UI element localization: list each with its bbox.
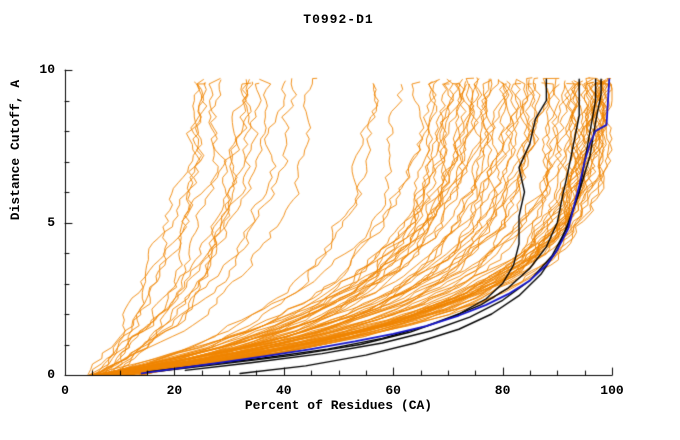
x-tick-label: 80: [494, 383, 511, 398]
chart-title: T0992-D1: [303, 12, 374, 27]
y-tick-label: 0: [47, 367, 55, 382]
x-tick-label: 40: [275, 383, 292, 398]
x-tick-label: 20: [166, 383, 183, 398]
y-tick-label: 5: [47, 214, 55, 230]
x-tick-label: 100: [600, 383, 624, 398]
x-tick-label: 60: [385, 383, 401, 398]
x-tick-label: 0: [61, 383, 69, 398]
x-axis-label: Percent of Residues (CA): [244, 398, 433, 413]
y-tick-label: 10: [39, 62, 55, 77]
